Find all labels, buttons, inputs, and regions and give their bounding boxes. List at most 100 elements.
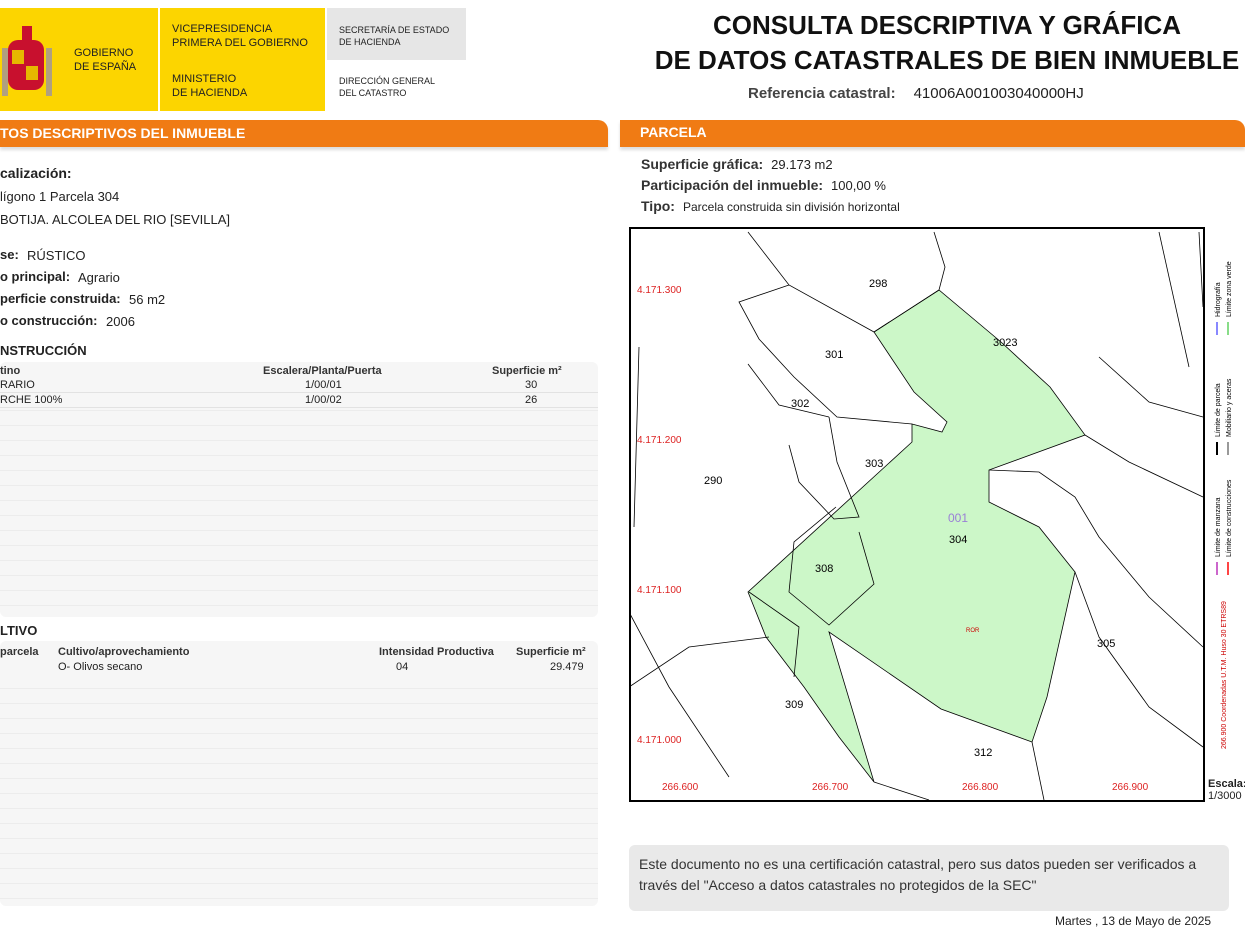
text: DIRECCIÓN GENERAL (339, 76, 436, 86)
parcel-label: 3023 (993, 337, 1017, 349)
title: CONSULTA DESCRIPTIVA Y GRÁFICA DE DATOS C… (620, 8, 1245, 78)
label: Superficie gráfica: (641, 156, 764, 172)
row-line (0, 703, 598, 704)
row-line (0, 485, 598, 486)
y-coord: 4.171.200 (637, 435, 682, 446)
th: Intensidad Productiva (379, 646, 494, 658)
parcel-label: 308 (815, 563, 833, 575)
td: 1/00/01 (305, 379, 342, 391)
row-line (0, 410, 598, 411)
row-line (0, 605, 598, 606)
legend-entry: Límite de parcela (1215, 383, 1222, 437)
row-line (0, 470, 598, 471)
label: Participación del inmueble: (641, 177, 824, 193)
th: parcela (0, 646, 39, 658)
text: VICEPRESIDENCIA (172, 23, 273, 35)
label: perficie construida: (0, 291, 121, 306)
label: Escala: (1208, 778, 1245, 790)
value: 100,00 % (831, 178, 886, 193)
th: Escalera/Planta/Puerta (263, 365, 382, 377)
date: Martes , 13 de Mayo de 2025 (1055, 914, 1212, 928)
label: o construcción: (0, 313, 98, 328)
row-line (0, 793, 598, 794)
y-coord: 4.171.000 (637, 735, 682, 746)
parcel-label: 290 (704, 475, 722, 487)
row-line (0, 838, 598, 839)
td: RCHE 100% (0, 394, 63, 406)
legend-entry: Límite de construcciones (1226, 479, 1233, 557)
text: DE HACIENDA (339, 37, 401, 47)
subparcel-label: 001 (948, 511, 968, 525)
subtitle: NSTRUCCIÓN (0, 343, 87, 358)
th: Superficie m² (492, 365, 562, 377)
row-line (0, 590, 598, 591)
text: DEL CATASTRO (339, 88, 407, 98)
td: 1/00/02 (305, 394, 342, 406)
legend-entry: Hidrografía (1215, 282, 1222, 317)
row-line (0, 748, 598, 749)
parcel-label: 305 (1097, 638, 1115, 650)
text: DE HACIENDA (172, 87, 248, 99)
row-line (0, 530, 598, 531)
note-box: Este documento no es una certificación c… (629, 845, 1229, 911)
value: 2006 (106, 314, 135, 329)
text: BOTIJA. ALCOLEA DEL RIO [SEVILLA] (0, 212, 231, 227)
row-line (0, 868, 598, 869)
td: O- Olivos secano (58, 661, 143, 673)
row-line (0, 500, 598, 501)
row-line (0, 455, 598, 456)
legend-entry: Límite de manzana (1215, 497, 1222, 557)
parcel-label: 298 (869, 278, 887, 290)
td: 26 (525, 394, 538, 406)
value: 1/3000 (1208, 790, 1242, 802)
th: Superficie m² (516, 646, 586, 658)
y-coord: 4.171.300 (637, 285, 682, 296)
label: calización: (0, 165, 72, 181)
row-line (0, 733, 598, 734)
field: Tipo: Parcela construida sin división hor… (641, 198, 900, 216)
row-line (0, 560, 598, 561)
label: Referencia catastral: (748, 85, 896, 102)
row-line (0, 545, 598, 546)
note: Este documento no es una certificación c… (639, 856, 1197, 893)
parcel-label: 301 (825, 349, 843, 361)
direccion: DIRECCIÓN GENERAL DEL CATASTRO (339, 75, 435, 99)
row (0, 393, 598, 408)
value: Parcela construida sin división horizont… (682, 200, 900, 214)
td: 04 (396, 661, 409, 673)
row (0, 378, 598, 393)
y-coord: 4.171.100 (637, 585, 682, 596)
value: 41006A001003040000HJ (913, 85, 1084, 102)
legend-entry: Mobiliario y aceras (1226, 378, 1233, 437)
x-coord: 266.600 (662, 782, 699, 793)
text: MINISTERIO (172, 73, 237, 85)
value: Agrario (78, 270, 120, 285)
row-line (0, 823, 598, 824)
map: 298 301 3023 302 303 290 304 308 305 309 312 001 ROR… (629, 227, 1245, 802)
parcel-label: 303 (865, 458, 883, 470)
title-line: CONSULTA DESCRIPTIVA Y GRÁFICA (712, 10, 1182, 40)
parcel-label: 312 (974, 747, 992, 759)
row-line (0, 688, 598, 689)
legend-entry: Límite zona verde (1226, 261, 1233, 317)
logo-ministerio: VICEPRESIDENCIA PRIMERA DEL GOBIERNO MINI… (160, 8, 325, 111)
table-panel (0, 362, 598, 617)
section-bar: PARCELA (620, 120, 1245, 147)
value: 56 m2 (129, 292, 166, 307)
th: tino (0, 365, 21, 377)
label: o principal: (0, 269, 71, 284)
field: Superficie gráfica: 29.173 m2 (641, 156, 833, 174)
logo-gobierno: GOBIERNO DE ESPAÑA (0, 8, 158, 111)
crs: 266.900 Coordenadas U.T.M. Huso 30 ETRS8… (1221, 601, 1228, 749)
title-line: DE DATOS CATASTRALES DE BIEN INMUEBLE (654, 45, 1240, 75)
scale: Escala: 1/3000 (1208, 778, 1245, 802)
section-bar: TOS DESCRIPTIVOS DEL INMUEBLE (0, 120, 608, 147)
row-line (0, 440, 598, 441)
parcel-label: 302 (791, 398, 809, 410)
row-line (0, 575, 598, 576)
text: GOBIERNO (74, 47, 134, 59)
coat-of-arms (2, 26, 52, 96)
text: SECRETARÍA DE ESTADO (339, 25, 450, 35)
x-coord: 266.700 (812, 782, 849, 793)
row-line (0, 883, 598, 884)
